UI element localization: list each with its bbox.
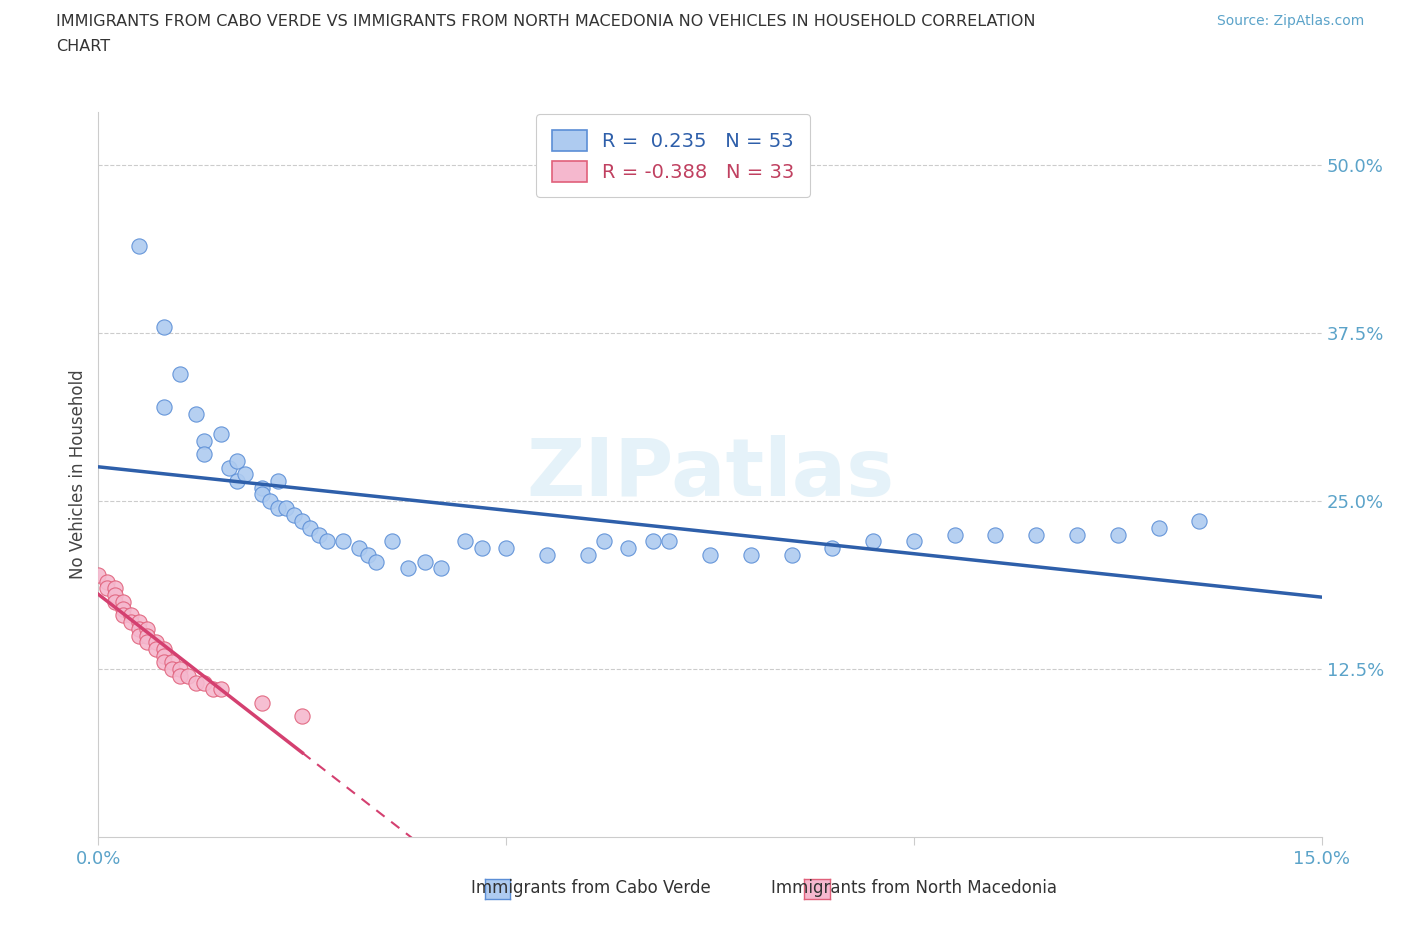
Point [104, 581, 127, 596]
Point [226, 473, 249, 488]
Point [1107, 527, 1129, 542]
Point [267, 500, 290, 515]
Point [495, 540, 517, 555]
Point [186, 406, 208, 421]
Point [136, 628, 159, 643]
Point [120, 615, 142, 630]
Point [152, 655, 174, 670]
Point [641, 534, 664, 549]
Point [332, 534, 354, 549]
Point [283, 507, 305, 522]
Point [145, 642, 167, 657]
Point [413, 554, 436, 569]
Point [291, 709, 314, 724]
Point [576, 548, 599, 563]
Point [1025, 527, 1047, 542]
Point [308, 527, 330, 542]
Point [250, 487, 273, 502]
Legend: R =  0.235   N = 53, R = -0.388   N = 33: R = 0.235 N = 53, R = -0.388 N = 33 [536, 114, 810, 197]
Point [903, 534, 925, 549]
Point [471, 540, 494, 555]
Point [396, 561, 419, 576]
Point [201, 682, 224, 697]
Text: Source: ZipAtlas.com: Source: ZipAtlas.com [1216, 14, 1364, 28]
Point [128, 615, 150, 630]
Point [233, 467, 256, 482]
Y-axis label: No Vehicles in Household: No Vehicles in Household [69, 369, 87, 579]
Point [128, 628, 150, 643]
Point [291, 514, 314, 529]
Point [209, 682, 232, 697]
Point [160, 655, 183, 670]
Point [209, 427, 232, 442]
Point [104, 588, 127, 603]
Point [169, 669, 191, 684]
Point [152, 400, 174, 415]
Point [128, 621, 150, 636]
Point [740, 548, 762, 563]
Point [250, 696, 273, 711]
Text: Immigrants from Cabo Verde: Immigrants from Cabo Verde [471, 879, 710, 897]
Point [381, 534, 404, 549]
Point [658, 534, 681, 549]
Point [96, 581, 118, 596]
Point [1066, 527, 1088, 542]
Point [111, 608, 134, 623]
Text: IMMIGRANTS FROM CABO VERDE VS IMMIGRANTS FROM NORTH MACEDONIA NO VEHICLES IN HOU: IMMIGRANTS FROM CABO VERDE VS IMMIGRANTS… [56, 14, 1036, 29]
Point [943, 527, 966, 542]
Point [250, 480, 273, 495]
Point [160, 661, 183, 676]
Point [821, 540, 844, 555]
Point [152, 642, 174, 657]
Point [193, 446, 215, 461]
Point [267, 473, 290, 488]
Point [104, 594, 127, 609]
Point [356, 548, 378, 563]
Point [454, 534, 477, 549]
Point [152, 319, 174, 334]
Point [120, 608, 142, 623]
Point [218, 460, 240, 475]
Point [87, 567, 110, 582]
Point [862, 534, 884, 549]
Point [299, 521, 322, 536]
Point [274, 500, 297, 515]
Point [780, 548, 803, 563]
Point [349, 540, 371, 555]
Point [430, 561, 453, 576]
Point [259, 494, 281, 509]
Point [226, 454, 249, 469]
Point [193, 433, 215, 448]
Point [699, 548, 721, 563]
Point [152, 648, 174, 663]
Point [1188, 514, 1211, 529]
Point [617, 540, 640, 555]
Point [136, 621, 159, 636]
Point [364, 554, 387, 569]
Point [315, 534, 337, 549]
Point [169, 366, 191, 381]
Point [136, 635, 159, 650]
Point [186, 675, 208, 690]
Point [128, 238, 150, 253]
Text: Immigrants from North Macedonia: Immigrants from North Macedonia [770, 879, 1057, 897]
Point [111, 601, 134, 616]
Point [593, 534, 616, 549]
Point [1147, 521, 1170, 536]
Text: CHART: CHART [56, 39, 110, 54]
Point [984, 527, 1007, 542]
Text: ZIPatlas: ZIPatlas [526, 435, 894, 513]
Point [145, 635, 167, 650]
Point [177, 669, 200, 684]
Point [111, 594, 134, 609]
Point [193, 675, 215, 690]
Point [96, 575, 118, 590]
Point [169, 661, 191, 676]
Point [536, 548, 558, 563]
